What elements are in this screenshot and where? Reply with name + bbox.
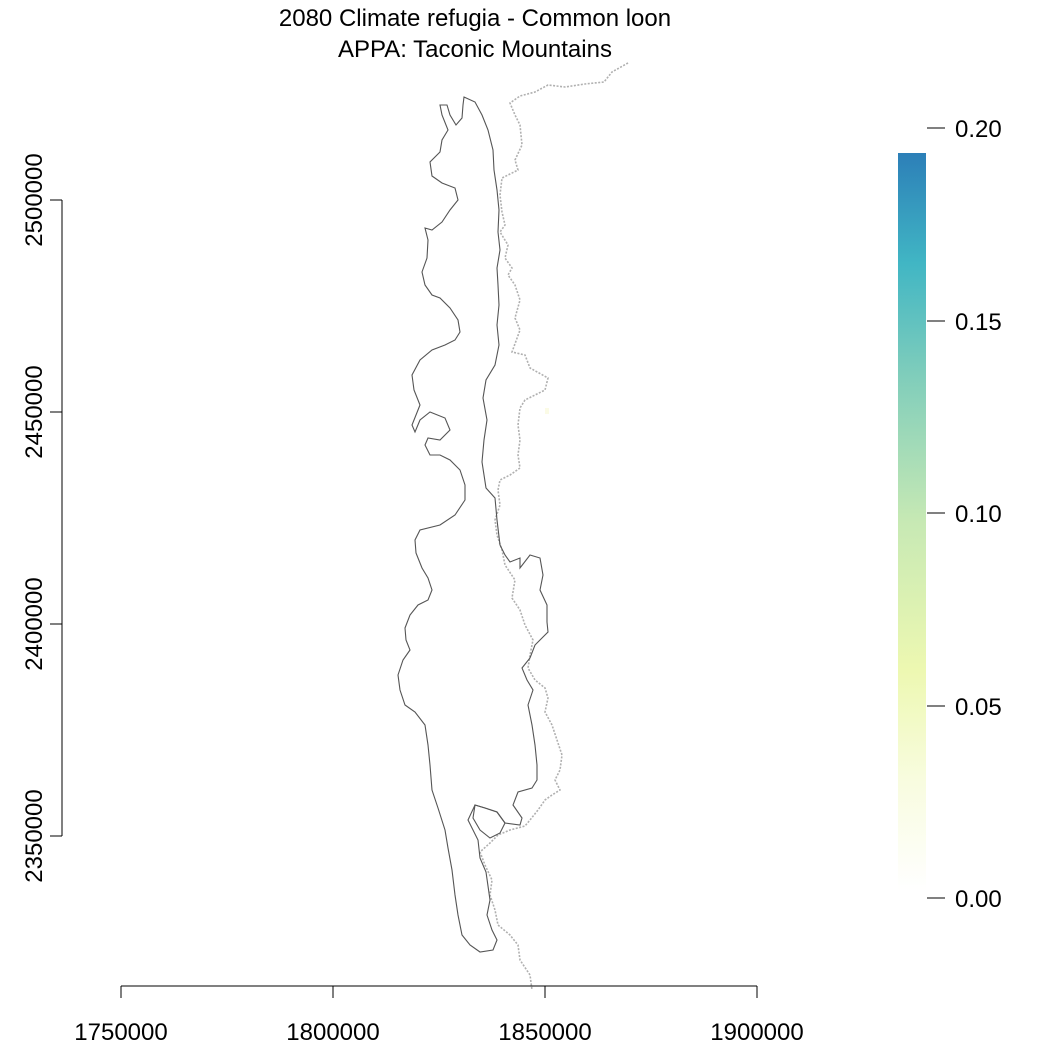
y-axis: 2350000 2400000 2450000 2500000 xyxy=(21,153,63,883)
x-tick-label: 1800000 xyxy=(286,1019,379,1046)
map-title-line1: 2080 Climate refugia - Common loon xyxy=(279,5,671,32)
legend-tick-label: 0.10 xyxy=(955,501,1002,528)
legend-tick-label: 0.15 xyxy=(955,309,1002,336)
y-tick-label: 2400000 xyxy=(21,577,48,670)
legend-tick-label: 0.20 xyxy=(955,116,1002,143)
x-tick-label: 1900000 xyxy=(710,1019,803,1046)
legend-tick-label: 0.05 xyxy=(955,694,1002,721)
map-title-line2: APPA: Taconic Mountains xyxy=(338,36,612,63)
color-legend: 0.00 0.05 0.10 0.15 0.20 xyxy=(898,116,1002,913)
refugia-cell xyxy=(545,408,549,414)
state-boundary-line xyxy=(479,62,629,991)
y-tick-label: 2450000 xyxy=(21,365,48,458)
x-tick-label: 1850000 xyxy=(498,1019,591,1046)
x-axis: 1750000 1800000 1850000 1900000 xyxy=(74,985,804,1046)
x-tick-label: 1750000 xyxy=(74,1019,167,1046)
legend-tick-label: 0.00 xyxy=(955,886,1002,913)
legend-color-bar xyxy=(898,153,926,891)
y-tick-label: 2350000 xyxy=(21,789,48,882)
appa-boundary xyxy=(397,96,549,953)
y-tick-label: 2500000 xyxy=(21,153,48,246)
appa-inner-loop xyxy=(472,804,506,839)
